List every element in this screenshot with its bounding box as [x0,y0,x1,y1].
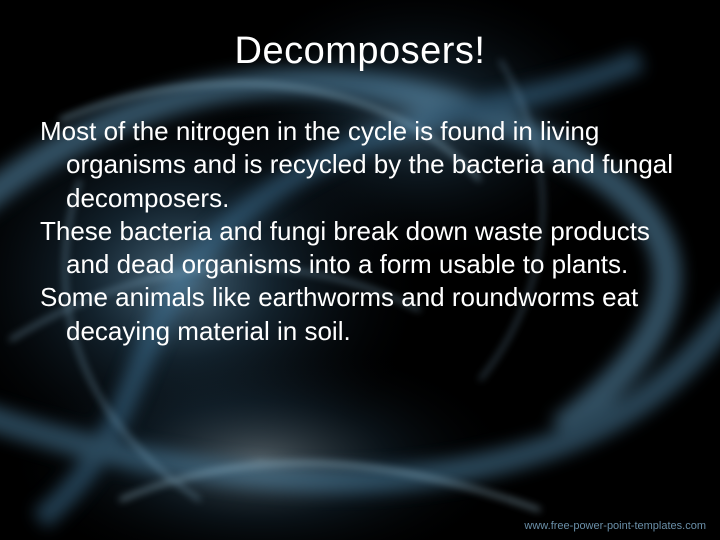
paragraph-2: These bacteria and fungi break down wast… [40,215,682,282]
paragraph-3: Some animals like earthworms and roundwo… [40,281,682,348]
paragraph-1: Most of the nitrogen in the cycle is fou… [40,115,682,215]
slide-body: Most of the nitrogen in the cycle is fou… [38,115,682,348]
footer-attribution: www.free-power-point-templates.com [524,520,706,532]
slide-title: Decomposers! [38,30,682,73]
slide-content: Decomposers! Most of the nitrogen in the… [0,0,720,540]
